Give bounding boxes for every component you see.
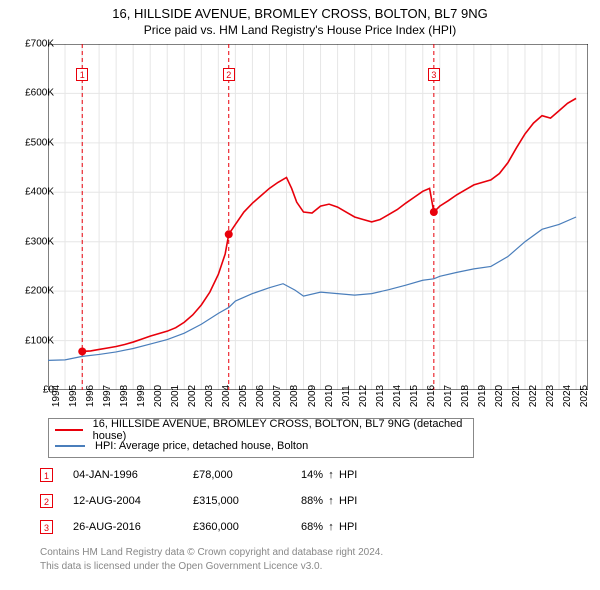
xtick-label: 2018 [460,385,471,407]
xtick-label: 2007 [272,385,283,407]
xtick-label: 2021 [511,385,522,407]
sale-price: £315,000 [193,495,283,507]
chart-subtitle: Price paid vs. HM Land Registry's House … [0,21,600,37]
xtick-label: 2017 [443,385,454,407]
xtick-label: 2003 [204,385,215,407]
sale-marker: 3 [40,520,53,534]
xtick-label: 2006 [255,385,266,407]
legend-label: HPI: Average price, detached house, Bolt… [95,440,308,452]
chart-svg [48,44,588,390]
ytick-label: £200K [25,286,54,297]
ytick-label: £400K [25,187,54,198]
sale-price: £360,000 [193,521,283,533]
sale-date: 26-AUG-2016 [73,521,193,533]
xtick-label: 2011 [341,385,352,407]
sales-table: 104-JAN-1996£78,00014%↑HPI212-AUG-2004£3… [40,462,379,540]
chart-title: 16, HILLSIDE AVENUE, BROMLEY CROSS, BOLT… [0,0,600,21]
xtick-label: 2004 [221,385,232,407]
xtick-label: 1995 [68,385,79,407]
xtick-label: 2024 [562,385,573,407]
xtick-label: 1998 [119,385,130,407]
sale-date: 12-AUG-2004 [73,495,193,507]
legend: 16, HILLSIDE AVENUE, BROMLEY CROSS, BOLT… [48,418,474,458]
sale-hpi-label: HPI [339,495,379,507]
sale-pct: 68% [283,521,323,533]
sale-row: 2 12-AUG-2004£315,00088%↑HPI [40,488,379,514]
sale-hpi-label: HPI [339,521,379,533]
vline-marker: 1 [76,68,88,81]
footer: Contains HM Land Registry data © Crown c… [40,546,383,573]
xtick-label: 1996 [85,385,96,407]
vline-marker: 2 [223,68,235,81]
sale-row: 3 26-AUG-2016£360,00068%↑HPI [40,514,379,540]
chart-plot-area [48,44,588,390]
xtick-label: 2012 [358,385,369,407]
xtick-label: 2022 [528,385,539,407]
xtick-label: 2020 [494,385,505,407]
sale-date: 04-JAN-1996 [73,469,193,481]
xtick-label: 1999 [136,385,147,407]
sale-pct: 88% [283,495,323,507]
xtick-label: 1997 [102,385,113,407]
ytick-label: £700K [25,39,54,50]
xtick-label: 2000 [153,385,164,407]
chart-container: 16, HILLSIDE AVENUE, BROMLEY CROSS, BOLT… [0,0,600,590]
ytick-label: £600K [25,88,54,99]
footer-line-1: Contains HM Land Registry data © Crown c… [40,546,383,560]
ytick-label: £100K [25,335,54,346]
xtick-label: 2015 [409,385,420,407]
up-arrow-icon: ↑ [323,469,339,481]
xtick-label: 2023 [545,385,556,407]
ytick-label: £300K [25,236,54,247]
ytick-label: £500K [25,137,54,148]
xtick-label: 2001 [170,385,181,407]
legend-swatch [55,429,83,431]
xtick-label: 2019 [477,385,488,407]
vline-marker: 3 [428,68,440,81]
xtick-label: 2009 [307,385,318,407]
sale-marker: 2 [40,494,53,508]
sale-marker: 1 [40,468,53,482]
xtick-label: 2010 [324,385,335,407]
xtick-label: 2025 [579,385,590,407]
legend-swatch [55,445,85,446]
xtick-label: 1994 [51,385,62,407]
xtick-label: 2008 [289,385,300,407]
xtick-label: 2014 [392,385,403,407]
xtick-label: 2005 [238,385,249,407]
sale-hpi-label: HPI [339,469,379,481]
sale-price: £78,000 [193,469,283,481]
legend-label: 16, HILLSIDE AVENUE, BROMLEY CROSS, BOLT… [93,418,467,442]
xtick-label: 2016 [426,385,437,407]
xtick-label: 2002 [187,385,198,407]
legend-item: 16, HILLSIDE AVENUE, BROMLEY CROSS, BOLT… [55,422,467,438]
sale-pct: 14% [283,469,323,481]
up-arrow-icon: ↑ [323,495,339,507]
xtick-label: 2013 [375,385,386,407]
up-arrow-icon: ↑ [323,521,339,533]
footer-line-2: This data is licensed under the Open Gov… [40,560,383,574]
sale-row: 1 04-JAN-1996£78,00014%↑HPI [40,462,379,488]
